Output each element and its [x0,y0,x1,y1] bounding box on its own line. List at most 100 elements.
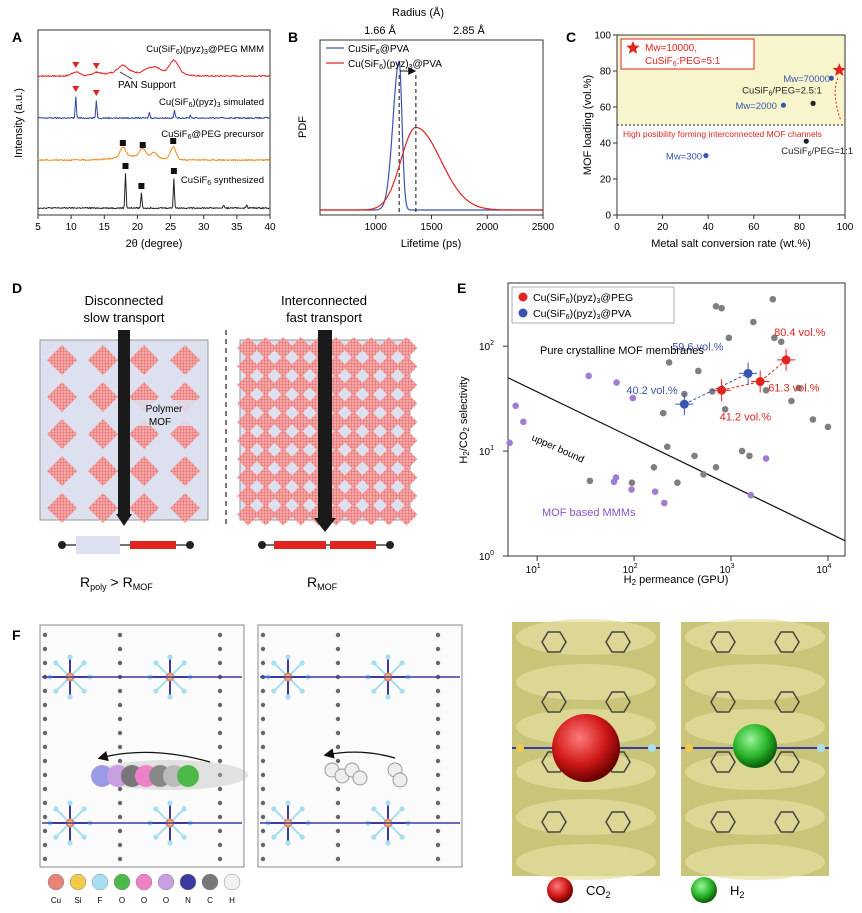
mof-crystal [47,456,77,486]
x-tick-label: 60 [748,222,760,233]
pyrazine-ring [541,631,567,653]
mof-crystal [272,429,295,452]
carbon-atom [435,688,441,694]
point-label: Mw=70000 [783,74,830,85]
mof-crystal [289,503,312,526]
exponent: 4 [828,563,832,570]
mof-crystal [254,355,277,378]
pan-support-pointer [119,71,133,80]
legend-text-cusif6-pva: CuSiF6@PVA [348,44,409,56]
carbon-atom [42,772,48,778]
fluorine-atom [399,834,405,840]
fluorine-atom [167,694,173,700]
label-part: Cu(SiF [146,44,176,55]
data-point [780,102,787,108]
carbon-atom [260,646,266,652]
grey-point [771,334,778,342]
pyrazine-ring [605,631,631,653]
peak-marker-square [139,141,146,148]
work-point [743,368,753,378]
fluorine-atom [81,660,87,666]
label-part: CuSiF [781,146,808,157]
mof-particles-interconnected [237,337,418,526]
mof-crystal [342,411,365,433]
carbon-atom [217,730,223,736]
label-part: 6 [176,49,180,56]
atom-legend-ball [223,873,241,891]
carbon-atom [42,856,48,862]
series-label: Cu(SiF6)(pyz)3 simulated [159,97,264,109]
fluorine-atom [385,694,391,700]
mof-crystal [289,429,312,452]
x-tick-label: 25 [165,222,177,233]
x-tick-label: 2500 [532,222,555,233]
pattern-line [37,173,270,210]
atom-legend-ball [91,873,109,891]
mof-crystal [272,411,295,433]
density-lobe [685,799,825,835]
carbon-atom [260,758,266,764]
mof-crystal [377,337,400,359]
purple-point [629,394,637,402]
mof-crystal [360,355,383,378]
series-label: Cu(SiF6)(pyz)3@PEG MMM [146,44,264,56]
lifetime-curve [320,126,543,211]
grey-point [708,388,716,395]
mof-crystal [129,493,159,523]
grey-point [691,452,698,460]
y-tick-label: 20 [600,175,612,186]
mof-crystal [254,411,277,433]
mof-crystal [237,392,259,415]
fluorine-atom [385,654,391,660]
right-title-1: Interconnected [281,293,367,308]
x-tick-label: 30 [198,222,210,233]
fluorine-atom [67,840,73,846]
carbon-atom [260,828,266,834]
mof-crystal [254,392,277,415]
x-tick-label: 2000 [476,222,499,233]
mof-crystal [237,448,259,470]
mof-crystal [47,419,77,449]
grey-point [788,397,795,405]
carbon-atom [335,744,341,750]
mof-crystal [377,392,400,415]
mof-crystal [377,485,400,507]
carbon-atom [335,856,341,862]
legend-star-marker [626,41,640,54]
carbon-atom [435,730,441,736]
fluorine-atom [81,688,87,694]
fluorine-atom [53,834,59,840]
carbon-atom [335,758,341,764]
grey-point [665,359,673,366]
pyrazine-ring [710,691,736,713]
fluorine-atom [399,660,405,666]
co2-molecule-sequence [91,760,248,790]
left-resistance-equation: Rpoly > RMOF [80,574,153,592]
y-tick-label: 100 [594,31,611,42]
fluorine-atom [181,834,187,840]
panel-b: B Radius (Å) 1.66 Å 2.85 Å 1000 1500 2000 2… [288,6,555,250]
pyrazine-ring [774,751,800,773]
atom-legend-ball [201,873,219,891]
mof-crystal [237,337,259,359]
fluorine-atom [371,688,377,694]
fluorine-atom [299,806,305,812]
fluorine-atom [167,800,173,806]
right-resistance-equation: RMOF [307,574,338,592]
series-label: CuSiF6@PEG precursor [161,129,264,141]
fast-transport-arrow-shaft [318,330,332,522]
carbon-atom [260,730,266,736]
panel-label-b: B [288,29,298,45]
carbon-atom [117,814,123,820]
carbon-atom [435,800,441,806]
panel-label-e: E [457,280,466,296]
x-tick-label: 20 [657,222,669,233]
mof-crystal [237,503,259,526]
density-lobe [685,664,825,700]
x-tick-label: 80 [794,222,806,233]
work-point [755,377,765,387]
carbon-atom [335,842,341,848]
mof-crystal [289,337,312,359]
label-part: 6 [207,180,211,187]
fluorine-atom [817,744,825,752]
